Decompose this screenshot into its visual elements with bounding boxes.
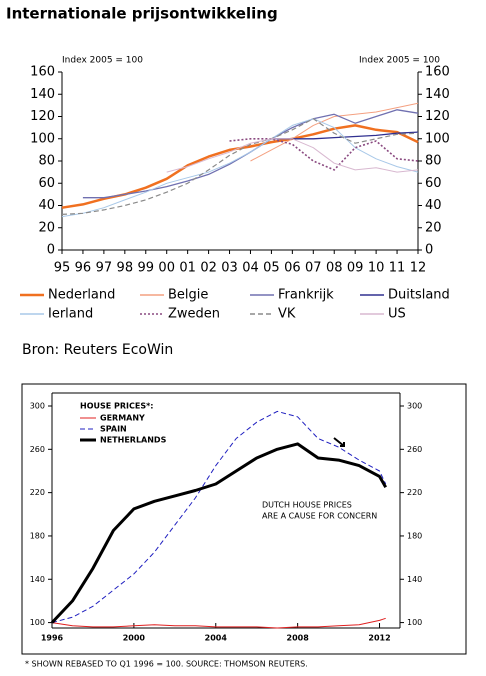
source: Bron: Reuters EcoWin	[22, 342, 173, 358]
y2-tick-label: 300	[407, 401, 422, 410]
x-tick-label: 02	[200, 261, 217, 276]
x-tick-label: 2000	[123, 634, 146, 643]
chart-title: Internationale prijsontwikkeling	[6, 5, 278, 23]
series-line	[50, 442, 388, 624]
x-tick-label: 2004	[205, 634, 228, 643]
series-line	[61, 118, 419, 215]
legend-label: Ierland	[48, 307, 93, 322]
x-tick-label: 03	[221, 261, 238, 276]
frame	[21, 383, 467, 655]
series-line	[61, 118, 419, 218]
series-line	[51, 617, 386, 629]
y2-tick-label: 0	[425, 243, 433, 258]
x-tick-label: 95	[54, 261, 71, 276]
y-tick-label: 40	[38, 198, 55, 213]
y2-tick-label: 100	[425, 131, 450, 146]
y-tick-label: 0	[47, 243, 55, 258]
legend-label: NETHERLANDS	[100, 436, 167, 445]
footnote: * SHOWN REBASED TO Q1 1996 = 100. SOURCE…	[25, 660, 308, 669]
y-tick-label: 100	[30, 131, 55, 146]
x-tick-label: 09	[347, 261, 364, 276]
legend-label: Zweden	[168, 307, 220, 322]
y-tick-label: 300	[30, 401, 45, 410]
x-tick-label: 10	[368, 261, 385, 276]
y2-tick-label: 120	[425, 109, 450, 124]
y2-tick-label: 40	[425, 198, 442, 213]
x-tick-label: 08	[326, 261, 343, 276]
y-tick-label: 140	[30, 575, 45, 584]
x-tick-label: 04	[242, 261, 259, 276]
x-tick-label: 97	[96, 261, 113, 276]
y2-tick-label: 140	[425, 87, 450, 102]
series-line	[166, 138, 419, 173]
x-tick-label: 2012	[368, 634, 390, 643]
x-tick-label: 96	[75, 261, 92, 276]
annotation: ARE A CAUSE FOR CONCERN	[262, 512, 377, 521]
y-tick-label: 80	[38, 154, 55, 169]
legend-label: VK	[278, 307, 296, 322]
legend-label: US	[388, 307, 406, 322]
y-tick-label: 160	[30, 65, 55, 80]
legend-label: Frankrijk	[278, 288, 334, 303]
y-tick-label: 220	[30, 488, 45, 497]
x-tick-label: 12	[410, 261, 427, 276]
y-tick-label: 180	[30, 531, 45, 540]
series-line	[51, 410, 387, 624]
y-tick-label: 20	[38, 220, 55, 235]
y-axis-label: Index 2005 = 100	[62, 56, 143, 66]
y-tick-label: 260	[30, 445, 45, 454]
y2-tick-label: 20	[425, 220, 442, 235]
legend-label: Belgie	[168, 288, 208, 303]
series-line	[250, 102, 419, 162]
y2-tick-label: 180	[407, 531, 422, 540]
x-tick-label: 98	[117, 261, 134, 276]
legend-label: Duitsland	[388, 288, 450, 303]
y2-tick-label: 220	[407, 488, 422, 497]
x-tick-label: 1996	[41, 634, 64, 643]
y2-tick-label: 260	[407, 445, 422, 454]
y2-tick-label: 160	[425, 65, 450, 80]
y-tick-label: 120	[30, 109, 55, 124]
legend-label: Nederland	[48, 288, 115, 303]
x-tick-label: 06	[284, 261, 301, 276]
x-tick-label: 00	[158, 261, 175, 276]
legend-label: GERMANY	[100, 414, 145, 423]
y-tick-label: 100	[30, 618, 45, 627]
series-line	[82, 109, 419, 199]
legend-title: HOUSE PRICES*:	[80, 402, 153, 411]
y2-axis-label: Index 2005 = 100	[359, 56, 440, 66]
y2-tick-label: 80	[425, 154, 442, 169]
x-tick-label: 99	[137, 261, 154, 276]
x-tick-label: 2008	[287, 634, 310, 643]
x-tick-label: 07	[305, 261, 322, 276]
annotation-arrow	[333, 437, 345, 447]
x-tick-label: 11	[389, 261, 406, 276]
legend-label: SPAIN	[100, 425, 127, 434]
x-tick-label: 01	[179, 261, 196, 276]
y-tick-label: 60	[38, 176, 55, 191]
y2-tick-label: 140	[407, 575, 422, 584]
y2-tick-label: 60	[425, 176, 442, 191]
annotation: DUTCH HOUSE PRICES	[262, 501, 352, 510]
series-line	[229, 138, 419, 171]
y2-tick-label: 100	[407, 618, 422, 627]
x-tick-label: 05	[263, 261, 280, 276]
y-tick-label: 140	[30, 87, 55, 102]
